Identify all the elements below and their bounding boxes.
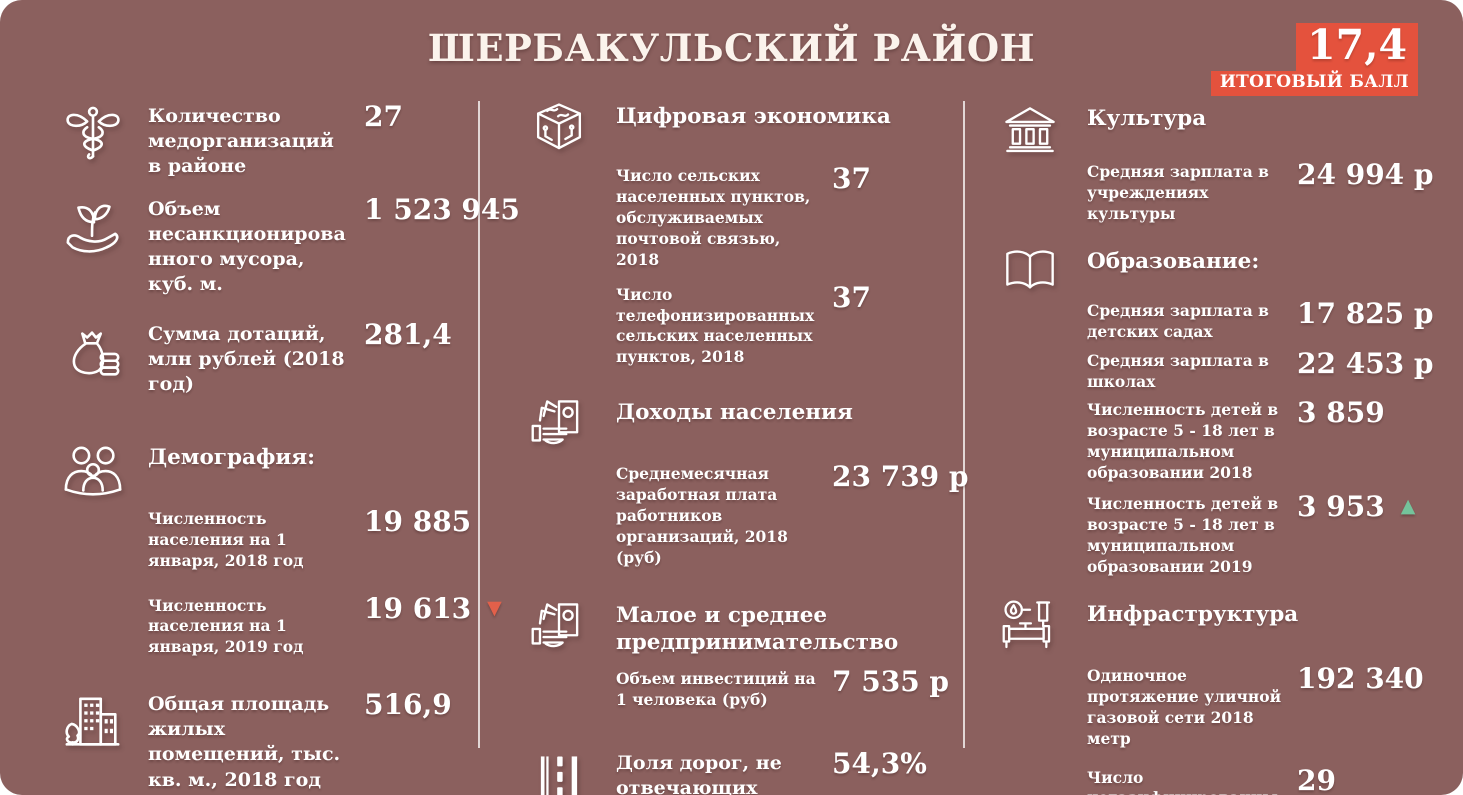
stat-label: Средняя зарплата в школах [1087,350,1269,391]
section-row: Демография: [56,441,468,503]
column-divider-1 [478,101,480,748]
stat-value: 516,9 [364,688,452,722]
stat-value: 3 953 ▲ [1297,490,1416,524]
stat-value: 1 523 945 [364,193,520,227]
bank-icon [995,102,1087,160]
section-title: Малое и среднее предпринимательство [616,602,899,655]
stat-value: 281,4 [364,317,452,351]
stat-label: Объем инвестиций на 1 человека (руб) [616,668,816,709]
column-health-demography: Количество медорганизаций в районе 27 Об… [0,100,520,795]
stat-value: 37 [832,162,871,195]
stat-label: Общая площадь жилых помещений, тыс. кв. … [148,693,341,791]
sub-stat-row: Средняя зарплата в учреждениях культуры … [995,158,1434,225]
stat-row: Сумма дотаций, млн рублей (2018 год) 281… [56,317,468,397]
stat-label: Доля дорог, не отвечающих нормативам [616,751,782,795]
stat-label: Среднемесячная заработная плата работник… [616,464,788,567]
stat-value: 24 994 р [1297,158,1434,191]
sub-stat-row: Средняя зарплата в детских садах 17 825 … [995,296,1434,343]
stat-value: 37 [832,280,871,314]
stat-row: Общая площадь жилых помещений, тыс. кв. … [56,688,468,792]
section-row: Малое и среднее предпринимательство [524,599,951,657]
sub-stat-row: Число негазифицированных поселений 29 [995,763,1434,795]
total-score-badge: 17,4 ИТОГОВЫЙ БАЛЛ [1210,23,1418,96]
section-row: Цифровая экономика [524,100,951,158]
stat-value: 3 859 [1297,396,1385,430]
stat-label: Средняя зарплата в детских садах [1087,300,1269,341]
stat-label: Численность населения на 1 января, 2018 … [148,508,304,570]
open-book-icon [995,245,1087,297]
section-row: Культура [995,102,1434,160]
section-row: Образование: [995,245,1434,297]
sub-stat-row: Средняя зарплата в школах 22 453 р [995,346,1434,393]
section-title: Демография: [148,444,316,470]
sub-stat-row: Численность населения на 1 января, 2019 … [56,593,502,659]
page-title: ШЕРБАКУЛЬСКИЙ РАЙОН [427,26,1036,70]
stat-value: 19 885 [364,504,472,538]
stat-label: Объем несанкционированного мусора, куб. … [148,198,346,296]
section-row: Инфраструктура [995,598,1434,656]
section-title: Культура [1087,106,1207,131]
family-icon [56,441,148,503]
money-hand-icon [524,396,616,454]
stat-label: Одиночное протяжение уличной газовой сет… [1087,665,1282,748]
stat-value: 29 [1297,763,1336,795]
stat-value: 17 825 р [1297,296,1434,330]
sprout-hand-icon [56,197,148,259]
money-bag-icon [56,322,148,384]
stat-label: Число телефонизированных сельских населе… [616,284,815,367]
columns-container: Количество медорганизаций в районе 27 Об… [0,100,1463,795]
column-culture-education-infrastructure: Культура Средняя зарплата в учреждениях … [963,100,1463,795]
sub-stat-row: Число телефонизированных сельских населе… [524,280,951,369]
road-icon [524,751,616,795]
stat-row: Количество медорганизаций в районе 27 [56,100,468,179]
total-score-label: ИТОГОВЫЙ БАЛЛ [1210,71,1418,96]
section-title: Доходы населения [616,400,853,426]
section-row: Доходы населения [524,396,951,454]
stat-label: Сумма дотаций, млн рублей (2018 год) [148,322,345,395]
stat-row: Объем несанкционированного мусора, куб. … [56,195,520,297]
money-hand-icon [524,599,616,657]
stat-value: 192 340 [1297,661,1424,695]
stat-value: 22 453 р [1297,346,1434,380]
stat-label: Число негазифицированных поселений [1087,767,1278,795]
digital-cube-icon [524,100,616,158]
stat-value: 19 613 ▼ [364,591,502,625]
stat-label: Средняя зарплата в учреждениях культуры [1087,162,1269,223]
stat-value: 54,3% [832,746,927,780]
stat-row: Доля дорог, не отвечающих нормативам 54,… [524,746,951,795]
sub-stat-row: Число сельских населенных пунктов, обслу… [524,162,951,271]
section-title: Образование: [1087,248,1260,274]
stat-label: Численность детей в возрасте 5 - 18 лет … [1087,494,1279,576]
sub-stat-row: Одиночное протяжение уличной газовой сет… [995,661,1434,750]
stat-label: Число сельских населенных пунктов, обслу… [616,166,811,269]
caduceus-icon [56,104,148,166]
sub-stat-row: Объем инвестиций на 1 человека (руб) 7 5… [524,664,951,711]
section-title: Цифровая экономика [616,104,891,129]
trend-up-icon: ▲ [1400,495,1416,518]
stat-label: Численность населения на 1 января, 2019 … [148,595,304,657]
sub-stat-row: Численность населения на 1 января, 2018 … [56,504,472,572]
stat-label: Численность детей в возрасте 5 - 18 лет … [1087,400,1279,483]
column-economy-roads: Цифровая экономика Число сельских населе… [478,100,969,795]
column-divider-2 [963,101,965,748]
sub-stat-row: Среднемесячная заработная плата работник… [524,462,969,569]
pipes-icon [995,598,1087,656]
stat-value: 7 535 р [832,664,950,698]
sub-stat-row: Численность детей в возрасте 5 - 18 лет … [995,490,1434,578]
total-score-value: 17,4 [1296,23,1418,71]
stat-value: 23 739 р [832,460,969,494]
section-title: Инфраструктура [1087,601,1299,627]
buildings-icon [56,692,148,754]
trend-down-icon: ▼ [487,596,502,619]
sub-stat-row: Численность детей в возрасте 5 - 18 лет … [995,396,1434,484]
stat-value: 27 [364,100,403,133]
stat-label: Количество медорганизаций в районе [148,105,334,178]
